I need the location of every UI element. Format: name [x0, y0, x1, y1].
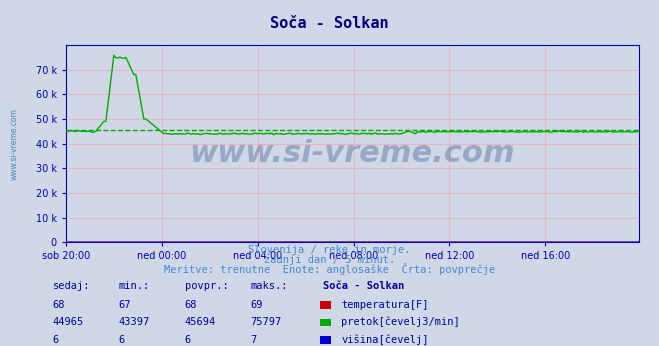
Text: Meritve: trenutne  Enote: anglosaške  Črta: povprečje: Meritve: trenutne Enote: anglosaške Črta…	[164, 263, 495, 275]
Text: 75797: 75797	[250, 317, 281, 327]
Text: 67: 67	[119, 300, 131, 310]
Text: 44965: 44965	[53, 317, 84, 327]
Text: 6: 6	[119, 335, 125, 345]
Text: maks.:: maks.:	[250, 281, 288, 291]
Text: 45694: 45694	[185, 317, 215, 327]
Text: Soča - Solkan: Soča - Solkan	[323, 281, 404, 291]
Text: 6: 6	[185, 335, 190, 345]
Text: 7: 7	[250, 335, 256, 345]
Text: 68: 68	[53, 300, 65, 310]
Text: pretok[čevelj3/min]: pretok[čevelj3/min]	[341, 317, 460, 327]
Text: www.si-vreme.com: www.si-vreme.com	[190, 139, 515, 168]
Text: 43397: 43397	[119, 317, 150, 327]
Text: sedaj:: sedaj:	[53, 281, 90, 291]
Text: min.:: min.:	[119, 281, 150, 291]
Text: 6: 6	[53, 335, 59, 345]
Text: zadnji dan / 5 minut.: zadnji dan / 5 minut.	[264, 255, 395, 265]
Text: povpr.:: povpr.:	[185, 281, 228, 291]
Text: Soča - Solkan: Soča - Solkan	[270, 16, 389, 30]
Text: Slovenija / reke in morje.: Slovenija / reke in morje.	[248, 245, 411, 255]
Text: temperatura[F]: temperatura[F]	[341, 300, 429, 310]
Text: 68: 68	[185, 300, 197, 310]
Text: 69: 69	[250, 300, 263, 310]
Text: www.si-vreme.com: www.si-vreme.com	[10, 108, 19, 180]
Text: višina[čevelj]: višina[čevelj]	[341, 334, 429, 345]
